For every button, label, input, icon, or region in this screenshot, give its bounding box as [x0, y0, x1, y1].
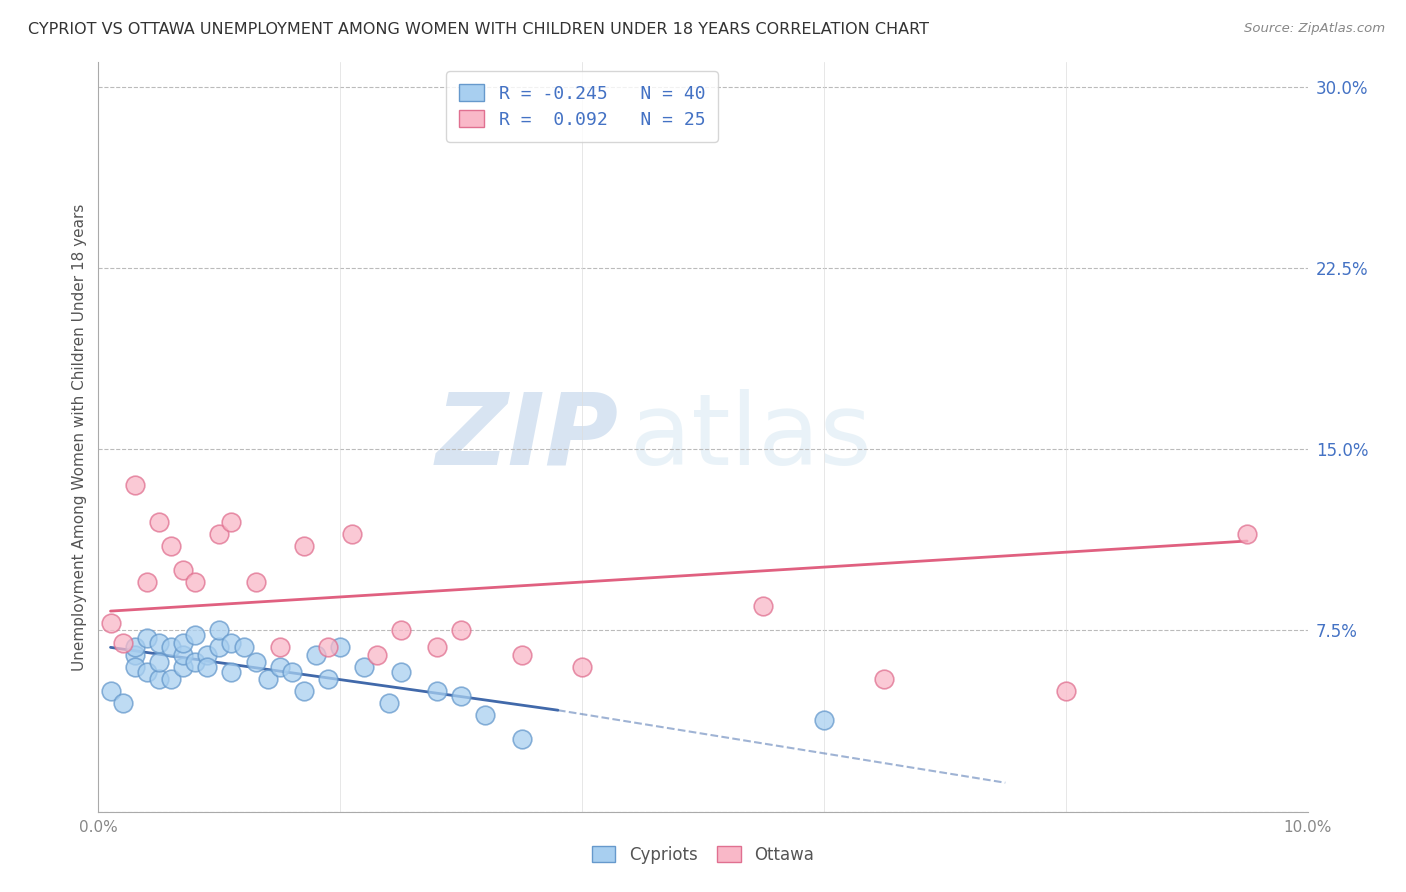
Point [329, 640, 352, 655]
Point [172, 659, 194, 673]
Point [184, 628, 207, 642]
Point [124, 640, 146, 655]
Point [269, 659, 291, 673]
Point [450, 624, 472, 638]
Point [221, 515, 243, 529]
Point [510, 732, 533, 747]
Point [111, 635, 134, 649]
Point [245, 655, 267, 669]
Point [148, 655, 170, 669]
Point [377, 696, 399, 710]
Point [160, 640, 183, 655]
Point [135, 575, 157, 590]
Point [426, 684, 449, 698]
Point [221, 665, 243, 679]
Text: Source: ZipAtlas.com: Source: ZipAtlas.com [1244, 22, 1385, 36]
Point [208, 640, 231, 655]
Point [366, 648, 388, 662]
Point [195, 648, 218, 662]
Point [450, 689, 472, 703]
Point [124, 659, 146, 673]
Point [342, 526, 364, 541]
Point [135, 631, 157, 645]
Point [195, 659, 218, 673]
Point [172, 563, 194, 577]
Point [232, 640, 254, 655]
Legend: Cypriots, Ottawa: Cypriots, Ottawa [585, 839, 821, 871]
Point [184, 655, 207, 669]
Point [221, 635, 243, 649]
Point [160, 539, 183, 553]
Point [510, 648, 533, 662]
Point [124, 648, 146, 662]
Point [245, 575, 267, 590]
Point [474, 708, 496, 723]
Point [208, 526, 231, 541]
Point [208, 624, 231, 638]
Point [316, 672, 339, 686]
Point [292, 539, 315, 553]
Point [135, 665, 157, 679]
Point [305, 648, 328, 662]
Text: ZIP: ZIP [436, 389, 619, 485]
Point [389, 624, 412, 638]
Point [316, 640, 339, 655]
Point [148, 515, 170, 529]
Point [353, 659, 375, 673]
Point [100, 616, 122, 631]
Point [752, 599, 775, 614]
Point [1054, 684, 1077, 698]
Point [100, 684, 122, 698]
Point [256, 672, 278, 686]
Point [389, 665, 412, 679]
Point [269, 640, 291, 655]
Point [281, 665, 304, 679]
Point [571, 659, 593, 673]
Point [426, 640, 449, 655]
Point [160, 672, 183, 686]
Point [148, 672, 170, 686]
Point [292, 684, 315, 698]
Text: atlas: atlas [630, 389, 872, 485]
Point [813, 713, 835, 727]
Point [873, 672, 896, 686]
Point [1236, 526, 1258, 541]
Point [172, 635, 194, 649]
Point [172, 648, 194, 662]
Y-axis label: Unemployment Among Women with Children Under 18 years: Unemployment Among Women with Children U… [72, 203, 87, 671]
Point [124, 478, 146, 492]
Point [111, 696, 134, 710]
Point [148, 635, 170, 649]
Point [184, 575, 207, 590]
Text: CYPRIOT VS OTTAWA UNEMPLOYMENT AMONG WOMEN WITH CHILDREN UNDER 18 YEARS CORRELAT: CYPRIOT VS OTTAWA UNEMPLOYMENT AMONG WOM… [28, 22, 929, 37]
